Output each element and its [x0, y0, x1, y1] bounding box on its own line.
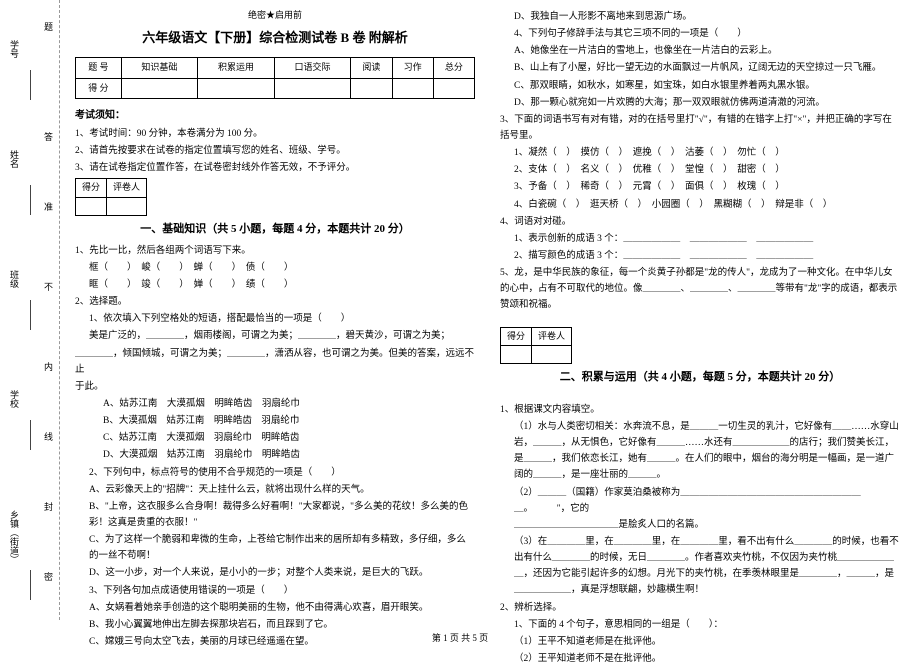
q2-2-opt: A、云彩像天上的"招牌"：天上挂什么云，就将出现什么样的天气。	[75, 482, 475, 498]
q2-2-opt: B、"上帝，这衣服多么合身啊！裁得多么好看啊！"大家都说，"多么美的花纹！多么美…	[75, 499, 475, 531]
page-title: 六年级语文【下册】综合检测试卷 B 卷 附解析	[75, 27, 475, 49]
bind-label-name: 姓名	[8, 150, 21, 168]
mini-blank	[501, 345, 532, 363]
seal-mark: 线	[44, 430, 53, 443]
section-a-title: 一、基础知识（共 5 小题，每题 4 分，本题共计 20 分）	[75, 220, 475, 239]
q1-stem: 1、先比一比，然后各组两个词语写下来。	[75, 243, 475, 259]
bind-label-school: 学校	[8, 390, 21, 408]
score-hdr: 题 号	[76, 58, 122, 78]
q2-2-opt: D、这一小步，对一个人来说，是小小的一步；对整个人类来说，是巨大的飞跃。	[75, 565, 475, 581]
qb1-stem: 1、根据课文内容填空。	[500, 402, 900, 418]
q1-row: 眶（ ） 竣（ ） 婵（ ） 绩（ ）	[75, 277, 475, 293]
q2-1-opt: A、姑苏江南 大漠孤烟 明眸皓齿 羽扇纶巾	[75, 396, 475, 412]
q3-row: 2、支体（ ） 名义（ ） 优稚（ ） 堂惶（ ） 甜密（ ）	[500, 162, 900, 178]
section-b-title: 二、积累与运用（共 4 小题，每题 5 分，本题共计 20 分）	[500, 368, 900, 387]
q2-1-line: 美是广泛的，＿＿＿＿，烟雨楼阁，可谓之为美；＿＿＿＿，碧天黄沙，可谓之为美；	[75, 328, 475, 344]
mini-score-table-b: 得分评卷人	[500, 327, 572, 365]
q2-3-opt-d: D、我独自一人形影不离地来到思源广场。	[500, 9, 900, 25]
q1-row: 框（ ） 峻（ ） 蝉（ ） 债（ ）	[75, 260, 475, 276]
score-cell	[274, 78, 351, 98]
q2-stem: 2、选择题。	[75, 294, 475, 310]
mini-c1: 得分	[76, 179, 107, 197]
binding-column: 学号 姓名 班级 学校 乡镇（街道） 题 答 准 不 内 线 封 密	[0, 0, 60, 620]
mini-c1: 得分	[501, 327, 532, 345]
q2-3-opt: A、女娲看着她亲手创造的这个聪明美丽的生物，他不由得满心欢喜，眉开眼笑。	[75, 600, 475, 616]
q2-1-opt: B、大漠孤烟 姑苏江南 明眸皓齿 羽扇纶巾	[75, 413, 475, 429]
q4-row: 1、表示创新的成语 3 个：＿＿＿＿＿＿ ＿＿＿＿＿＿ ＿＿＿＿＿＿	[500, 231, 900, 247]
q4-stem: 4、词语对对碰。	[500, 214, 900, 230]
bind-line	[30, 300, 31, 330]
right-column: D、我独自一人形影不离地来到思源广场。 4、下列句子修辞手法与其它三项不同的一项…	[500, 8, 900, 620]
bind-line	[30, 570, 31, 600]
page-footer: 第 1 页 共 5 页	[0, 631, 920, 644]
q3-row: 1、凝然（ ） 摸仿（ ） 遮挽（ ） 沽萎（ ） 勿忙（ ）	[500, 145, 900, 161]
score-hdr: 习作	[392, 58, 433, 78]
seal-mark: 答	[44, 130, 53, 143]
notice-item: 2、请首先按要求在试卷的指定位置填写您的姓名、班级、学号。	[75, 143, 475, 159]
q2-1-opt: C、姑苏江南 大漠孤烟 羽扇纶巾 明眸皓齿	[75, 430, 475, 446]
mini-c2: 评卷人	[107, 179, 147, 197]
qb2-stem: 2、辨析选择。	[500, 600, 900, 616]
seal-mark: 内	[44, 360, 53, 373]
mini-blank	[107, 197, 147, 215]
notice-hdr: 考试须知：	[75, 107, 475, 124]
q2-4-opt: C、那双眼睛，如秋水，如寒星，如宝珠，如白水银里养着两丸黑水银。	[500, 78, 900, 94]
q2-1-line: ＿＿＿＿，倾国倾城，可谓之为美；＿＿＿＿，潇洒从容，也可谓之为美。但美的答案，远…	[75, 346, 475, 378]
seal-mark: 密	[44, 570, 53, 583]
q4-row: 2、描写颜色的成语 3 个：＿＿＿＿＿＿ ＿＿＿＿＿＿ ＿＿＿＿＿＿	[500, 248, 900, 264]
qb1-item: （2）＿＿＿（国籍）作家莫泊桑被称为＿＿＿＿＿＿＿＿＿＿＿＿＿＿＿＿＿＿＿＿。 …	[500, 485, 900, 533]
q2-2-opt: C、为了这样一个脆弱和卑微的生命，上苍给它制作出来的居所却有多精致，多仔细，多么…	[75, 532, 475, 564]
notice-item: 3、请在试卷指定位置作答，在试卷密封线外作答无效，不予评分。	[75, 160, 475, 176]
score-cell	[433, 78, 474, 98]
bind-label-class: 班级	[8, 270, 21, 288]
bind-line	[30, 70, 31, 100]
q2-4-stem: 4、下列句子修辞手法与其它三项不同的一项是（ ）	[500, 26, 900, 42]
bind-label-town: 乡镇（街道）	[8, 510, 21, 564]
q2-1-opt: D、大漠孤烟 姑苏江南 羽扇纶巾 明眸皓齿	[75, 447, 475, 463]
q2-3-stem: 3、下列各句加点成语使用错误的一项是（ ）	[75, 583, 475, 599]
q2-2-stem: 2、下列句中，标点符号的使用不合乎规范的一项是（ ）	[75, 465, 475, 481]
seal-mark: 封	[44, 500, 53, 513]
q5-stem: 5、龙，是中华民族的象征，每一个炎黄子孙都是"龙的传人"，龙成为了一种文化。在中…	[500, 265, 900, 313]
qb2-pair: （2）王平知道老师不是在批评他。	[500, 651, 900, 667]
q2-4-opt: D、那一颗心就宛如一片欢腾的大海；那一双双眼就仿佛两道清澈的河流。	[500, 95, 900, 111]
q2-4-opt: A、她像坐在一片洁白的雪地上，也像坐在一片洁白的云彩上。	[500, 43, 900, 59]
q3-row: 3、予备（ ） 稀奇（ ） 元霄（ ） 面俱（ ） 枚瑰（ ）	[500, 179, 900, 195]
seal-mark: 准	[44, 200, 53, 213]
score-hdr: 阅读	[351, 58, 392, 78]
mini-c2: 评卷人	[532, 327, 572, 345]
q3-row: 4、白瓷碗（ ） 逛天桥（ ） 小园圈（ ） 黑糊糊（ ） 辩是非（ ）	[500, 197, 900, 213]
score-hdr: 积累运用	[198, 58, 275, 78]
qb1-item: （1）水与人类密切相关：水奔流不息，是＿＿＿一切生灵的乳汁，它好像有＿＿……水穿…	[500, 419, 900, 484]
q2-4-opt: B、山上有了小屋，好比一望无边的水面飘过一片帆风，辽阔无边的天空掠过一只飞雁。	[500, 60, 900, 76]
score-cell	[121, 78, 198, 98]
qb1-item: （3）在＿＿＿＿里，在＿＿＿＿里，在＿＿＿＿里，看不出有什么＿＿＿＿的时候，也看…	[500, 534, 900, 599]
score-cell	[198, 78, 275, 98]
secret-mark: 绝密★启用前	[75, 8, 475, 23]
bind-line	[30, 420, 31, 450]
bind-line	[30, 185, 31, 215]
score-hdr: 总分	[433, 58, 474, 78]
score-table: 题 号 知识基础 积累运用 口语交际 阅读 习作 总分 得 分	[75, 57, 475, 99]
score-row-label: 得 分	[76, 78, 122, 98]
mini-blank	[76, 197, 107, 215]
score-hdr: 口语交际	[274, 58, 351, 78]
notice-item: 1、考试时间：90 分钟，本卷满分为 100 分。	[75, 126, 475, 142]
q2-1-stem: 1、依次填入下列空格处的短语，搭配最恰当的一项是（ ）	[75, 311, 475, 327]
seal-mark: 不	[44, 280, 53, 293]
q2-1-line: 于此。	[75, 379, 475, 395]
left-column: 绝密★启用前 六年级语文【下册】综合检测试卷 B 卷 附解析 题 号 知识基础 …	[75, 8, 475, 620]
q3-stem: 3、下面的词语书写有对有错，对的在括号里打"√"，有错的在错字上打"×"，并把正…	[500, 112, 900, 144]
bind-label-id: 学号	[8, 40, 21, 58]
mini-blank	[532, 345, 572, 363]
seal-mark: 题	[44, 20, 53, 33]
score-hdr: 知识基础	[121, 58, 198, 78]
score-cell	[351, 78, 392, 98]
score-cell	[392, 78, 433, 98]
mini-score-table: 得分评卷人	[75, 178, 147, 216]
